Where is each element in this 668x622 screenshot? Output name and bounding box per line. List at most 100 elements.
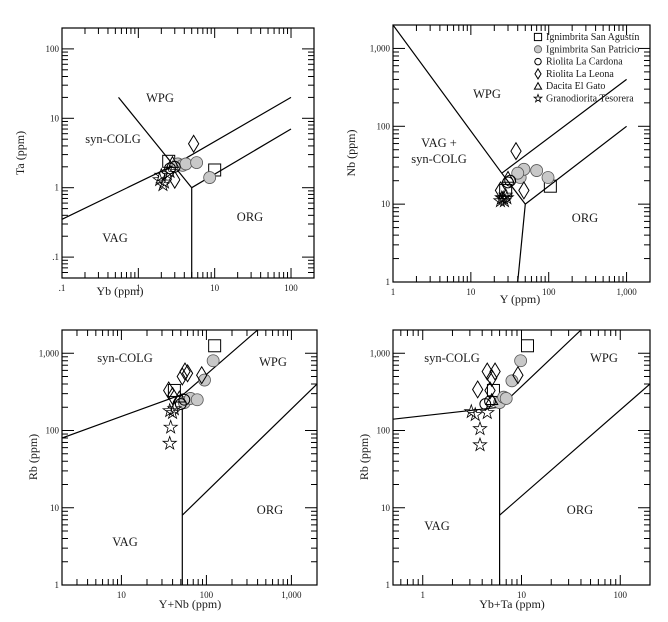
- boundary-line: [501, 78, 627, 174]
- data-marker-circle-filled: [530, 164, 544, 177]
- data-marker-diamond: [512, 365, 524, 385]
- x-axis-title: Y (ppm): [500, 292, 541, 306]
- data-marker-star: [153, 167, 170, 183]
- y-tick-label: .1: [52, 252, 59, 262]
- data-marker-star: [497, 187, 514, 202]
- y-tick-label: 1,000: [370, 348, 391, 358]
- region-label: VAG +: [421, 136, 457, 150]
- y-tick-label: 1,000: [370, 43, 391, 53]
- x-tick-label: 10: [517, 590, 527, 600]
- data-marker-circle-filled: [514, 354, 528, 368]
- data-marker-circle-open: [164, 162, 176, 175]
- data-marker-star: [495, 189, 511, 205]
- y-tick-label: 1: [55, 183, 60, 193]
- data-points: [492, 141, 557, 208]
- data-marker-diamond: [486, 368, 498, 388]
- y-tick-label: 1: [55, 580, 60, 590]
- data-marker-diamond: [169, 170, 181, 190]
- y-axis-title: Rb (ppm): [357, 434, 371, 480]
- data-marker-circle-filled: [499, 392, 513, 405]
- data-marker-diamond: [166, 386, 179, 406]
- x-axis-title: Yb+Ta (ppm): [479, 597, 545, 611]
- data-marker-triangle: [165, 155, 180, 168]
- y-tick-label: 100: [46, 426, 60, 436]
- region-label: syn-COLG: [424, 351, 480, 365]
- chart-panel-2: 1 10 100 1,000 1 10 100 1,000 Y (ppm) Nb (ppm) WPG…: [344, 24, 651, 306]
- region-label: VAG: [112, 535, 137, 549]
- x-tick-label: .1: [59, 283, 66, 293]
- y-axis-title: Ta (ppm): [13, 131, 27, 175]
- legend-marker-circle-open: [534, 57, 542, 66]
- region-label: VAG: [102, 231, 127, 245]
- y-axis-title: Nb (ppm): [344, 130, 358, 177]
- data-marker-circle-open: [178, 393, 191, 406]
- data-marker-diamond: [179, 362, 191, 381]
- data-marker-star: [472, 436, 488, 452]
- data-marker-triangle: [501, 170, 515, 183]
- legend-marker-star: [532, 93, 544, 103]
- plot-frame: [392, 329, 651, 586]
- x-tick-label: 10: [117, 590, 127, 600]
- data-marker-triangle: [172, 390, 187, 403]
- y-tick-label: 10: [381, 503, 391, 513]
- legend-label: Riolita La Cardona: [546, 57, 623, 68]
- x-tick-label: 1: [136, 283, 141, 293]
- data-points: [463, 339, 534, 452]
- legend-label: Granodiorita Tesorera: [546, 94, 634, 105]
- region-label: ORG: [567, 503, 593, 517]
- x-tick-label: 100: [614, 590, 628, 600]
- x-tick-label: 1: [420, 590, 425, 600]
- x-tick-label: 100: [542, 287, 556, 297]
- data-marker-star: [479, 404, 496, 420]
- boundary-line: [62, 330, 258, 439]
- data-marker-diamond: [181, 363, 194, 383]
- data-marker-circle-filled: [190, 393, 204, 407]
- data-marker-circle-filled: [203, 171, 217, 184]
- boundary-line: [118, 97, 193, 189]
- data-marker-circle-filled: [179, 157, 193, 171]
- plot-frame: [61, 27, 315, 279]
- x-tick-label: 10: [466, 287, 476, 297]
- region-label: syn-COLG: [97, 351, 153, 365]
- chart-panel-1: .1 1 10 100 .1 1 10 100 Yb (ppm) Ta (ppm) WPG syn-C…: [13, 27, 315, 298]
- region-label: syn-COLG: [411, 152, 467, 166]
- data-marker-diamond: [481, 362, 493, 381]
- data-marker-diamond: [187, 134, 200, 154]
- region-label: syn-COLG: [85, 132, 141, 146]
- plot-frame: [392, 24, 651, 283]
- x-tick-label: 10: [210, 283, 220, 293]
- y-tick-label: 10: [50, 113, 60, 123]
- x-tick-label: 100: [284, 283, 298, 293]
- legend-marker-triangle: [533, 81, 543, 90]
- axis-ticks: [392, 24, 651, 283]
- data-marker-star: [162, 163, 178, 179]
- y-tick-label: 10: [50, 503, 60, 513]
- y-tick-label: 10: [381, 199, 391, 209]
- data-marker-diamond: [510, 141, 522, 161]
- data-marker-star: [161, 435, 178, 451]
- y-tick-label: 1,000: [39, 348, 60, 358]
- x-tick-label: 1,000: [616, 287, 637, 297]
- data-marker-square: [208, 339, 222, 353]
- x-tick-label: 100: [200, 590, 214, 600]
- legend-marker-square: [533, 32, 543, 42]
- data-marker-diamond: [518, 181, 530, 200]
- legend-marker-circle-filled: [534, 45, 543, 54]
- data-marker-circle-filled: [190, 156, 204, 169]
- y-axis-title: Rb (ppm): [26, 434, 40, 480]
- field-boundaries: [62, 330, 317, 585]
- x-axis-title: Yb (ppm): [97, 284, 144, 298]
- field-boundaries: [393, 25, 627, 282]
- region-label: ORG: [257, 503, 283, 517]
- boundary-line: [181, 383, 317, 516]
- region-label: WPG: [590, 351, 618, 365]
- region-label: WPG: [473, 87, 501, 101]
- data-marker-diamond: [471, 380, 484, 399]
- field-boundaries: [62, 96, 292, 278]
- boundary-line: [524, 125, 627, 205]
- data-marker-circle-filled: [541, 171, 555, 184]
- data-marker-star: [155, 176, 171, 192]
- region-label: ORG: [572, 211, 598, 225]
